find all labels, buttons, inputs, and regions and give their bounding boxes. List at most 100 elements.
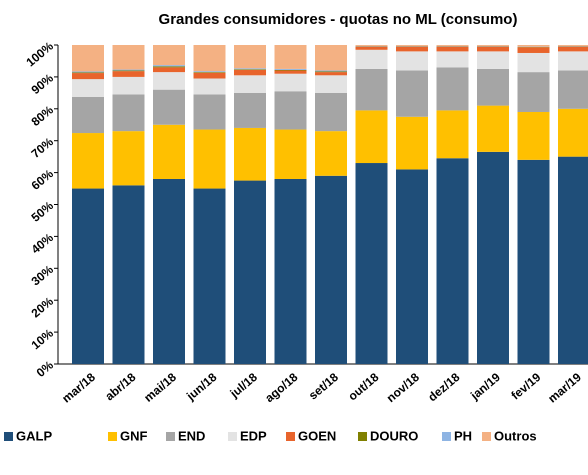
x-tick-label: ago/18 (262, 370, 300, 405)
bar-segment (477, 151, 509, 364)
bar-segment (517, 45, 550, 47)
bar-segment (315, 71, 347, 73)
bar-segment (436, 110, 469, 159)
x-tick-label: mar/18 (59, 370, 98, 406)
bar-segment (477, 105, 509, 152)
bar-segment (274, 68, 307, 70)
bar-segment (112, 70, 145, 72)
x-tick-label: mai/18 (141, 370, 179, 405)
bar-segment (153, 67, 185, 73)
x-tick-label: jan/19 (467, 370, 503, 403)
bar-segment (153, 89, 185, 125)
y-tick-label: 50% (29, 198, 57, 224)
bar-segment (558, 46, 588, 52)
bar-segment (234, 75, 266, 93)
legend-label: EDP (240, 428, 267, 443)
y-tick-label: 10% (29, 326, 57, 352)
bar-segment (193, 72, 226, 79)
bar-segment (558, 51, 588, 71)
y-tick-label: 90% (29, 71, 57, 97)
bar-segment (517, 72, 550, 112)
bar-segment (517, 47, 550, 53)
bar-segment (234, 68, 266, 70)
bar-segment (153, 72, 185, 90)
y-tick-label: 100% (23, 39, 56, 70)
bar-segment (72, 71, 104, 73)
legend-label: GNF (120, 428, 148, 443)
bar-segment (355, 163, 388, 364)
bar-segment (558, 108, 588, 157)
bar-segment (396, 51, 428, 71)
legend-swatch (442, 432, 451, 441)
x-tick-label: set/18 (306, 370, 341, 403)
bar-segment (153, 178, 185, 364)
bar-segment (72, 188, 104, 364)
bar-segment (355, 45, 388, 46)
bar-segment (436, 67, 469, 111)
bar-segment (315, 45, 347, 71)
bar-segment (396, 45, 428, 46)
y-tick-label: 70% (29, 134, 57, 160)
y-tick-label: 80% (29, 103, 57, 129)
y-tick-label: 30% (29, 262, 57, 288)
bar-segment (112, 45, 145, 70)
legend-label: PH (454, 428, 472, 443)
bar-segment (234, 127, 266, 181)
bar-segment (315, 70, 347, 72)
chart-title: Grandes consumidores - quotas no ML (con… (159, 11, 518, 28)
bar-segment (112, 71, 145, 77)
bar-segment (558, 70, 588, 109)
bar-segment (72, 79, 104, 97)
bar-segment (72, 96, 104, 134)
legend-label: END (178, 428, 205, 443)
x-tick-label: fev/19 (508, 370, 543, 403)
bar-segment (193, 94, 226, 130)
bar-segment (274, 73, 307, 92)
bar-segment (396, 46, 428, 52)
x-tick-label: abr/18 (102, 370, 138, 404)
bar-segment (315, 175, 347, 364)
bar-segment (112, 69, 145, 71)
bar-segment (72, 45, 104, 72)
bar-segment (234, 180, 266, 364)
bar-segment (315, 72, 347, 76)
legend-label: GALP (16, 428, 52, 443)
x-tick-label: jul/18 (227, 370, 261, 401)
bar-segment (517, 159, 550, 364)
bar-segment (477, 46, 509, 52)
bar-segment (436, 158, 469, 364)
bar-segment (274, 69, 307, 71)
bar-segment (558, 156, 588, 364)
bar-segment (112, 94, 145, 132)
bar-segment (193, 72, 226, 73)
bar-segment (274, 91, 307, 130)
y-tick-label: 40% (29, 230, 57, 256)
bar-segment (153, 66, 185, 68)
bar-segment (477, 51, 509, 69)
bar-segment (477, 45, 509, 46)
legend-swatch (4, 432, 13, 441)
bar-segment (193, 188, 226, 364)
legend-label: DOURO (370, 428, 418, 443)
bar-segment (72, 133, 104, 189)
bar-segment (315, 75, 347, 93)
bar-segment (234, 45, 266, 69)
bar-segment (477, 68, 509, 106)
bar-segment (274, 129, 307, 179)
bar-segment (274, 178, 307, 364)
y-tick-label: 20% (29, 294, 57, 320)
bar-segment (153, 45, 185, 66)
legend-label: GOEN (298, 428, 336, 443)
legend-swatch (108, 432, 117, 441)
bar-segment (153, 65, 185, 67)
bar-segment (112, 185, 145, 364)
x-tick-label: nov/18 (384, 370, 422, 405)
bar-segment (234, 69, 266, 76)
bar-segment (436, 51, 469, 68)
bar-segment (72, 72, 104, 74)
bar-segment (193, 78, 226, 95)
bar-segment (355, 46, 388, 50)
bar-segment (558, 45, 588, 46)
bar-segment (436, 45, 469, 46)
